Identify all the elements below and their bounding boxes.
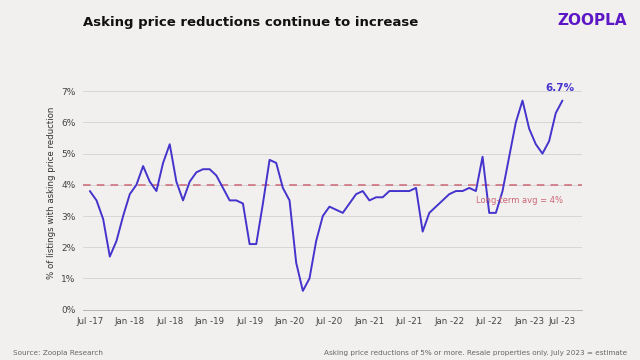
Text: Source: Zoopla Research: Source: Zoopla Research [13,350,102,356]
Text: 6.7%: 6.7% [546,83,575,93]
Text: Asking price reductions continue to increase: Asking price reductions continue to incr… [83,16,419,29]
Text: Long-term avg = 4%: Long-term avg = 4% [476,196,563,205]
Y-axis label: % of listings with asking price reduction: % of listings with asking price reductio… [47,107,56,279]
Text: Asking price reductions of 5% or more. Resale properties only. July 2023 = estim: Asking price reductions of 5% or more. R… [324,350,627,356]
Text: ZOOPLA: ZOOPLA [557,13,627,28]
